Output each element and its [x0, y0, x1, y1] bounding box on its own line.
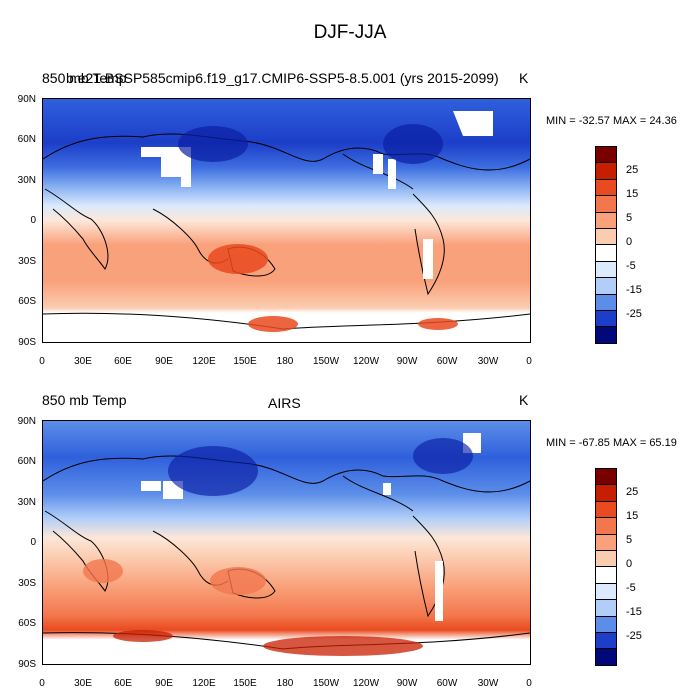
colorbar [595, 146, 617, 344]
colorbar-box [595, 550, 617, 568]
lat-tick: 60N [17, 456, 36, 467]
left-title: 850 mb Temp [42, 70, 127, 86]
lon-tick: 150E [233, 678, 257, 689]
lon-tick: 120E [192, 678, 216, 689]
temperature-field [43, 99, 530, 342]
lon-tick: 60W [436, 678, 458, 689]
lon-tick: 180 [276, 356, 294, 367]
temperature-field [43, 421, 530, 664]
colorbar-box [595, 468, 617, 486]
min-max-stats: MIN = -67.85 MAX = 65.19 [546, 437, 677, 449]
lat-tick: 30N [17, 175, 36, 186]
lat-tick: 0 [30, 215, 36, 226]
lat-tick: 90S [18, 659, 36, 670]
colorbar-box [595, 600, 617, 617]
colorbar-box [595, 245, 617, 262]
colorbar-label: 25 [626, 486, 639, 498]
colorbar-label: -5 [626, 582, 636, 594]
left-title: 850 mb Temp [42, 392, 127, 408]
colorbar-label: 0 [626, 236, 633, 248]
lat-tick: 0 [30, 537, 36, 548]
units-label: K [519, 392, 529, 408]
lon-tick: 90E [155, 356, 173, 367]
lon-tick: 30E [74, 356, 92, 367]
lon-tick: 90W [396, 678, 418, 689]
lon-tick: 90W [396, 356, 418, 367]
lat-tick: 90N [17, 416, 36, 427]
colorbar-label: 5 [626, 534, 633, 546]
lon-tick: 150W [312, 678, 340, 689]
center-title: b.e21.BSSP585cmip6.f19_g17.CMIP6-SSP5-8.… [66, 70, 499, 86]
colorbar-label: -15 [626, 284, 642, 296]
lat-tick: 90S [18, 337, 36, 348]
colorbar-box [595, 616, 617, 633]
colorbar [595, 468, 617, 666]
lon-tick: 30W [477, 678, 499, 689]
figure-title: DJF-JJA [313, 22, 387, 43]
colorbar-box [595, 534, 617, 551]
lon-tick: 120E [192, 356, 216, 367]
colorbar-box [595, 649, 617, 666]
colorbar-label: -25 [626, 308, 642, 320]
colorbar-box [595, 163, 617, 180]
colorbar-label: 15 [626, 510, 639, 522]
colorbar-box [595, 501, 617, 519]
colorbar-box [595, 485, 617, 502]
colorbar-box [595, 228, 617, 246]
lon-tick: 60E [114, 678, 132, 689]
colorbar-box [595, 632, 617, 650]
map-plot [42, 420, 531, 665]
lon-tick: 30E [74, 678, 92, 689]
colorbar-label: 0 [626, 558, 633, 570]
colorbar-label: 15 [626, 188, 639, 200]
lon-tick: 120W [352, 356, 380, 367]
colorbar-box [595, 567, 617, 584]
lat-tick: 60S [18, 296, 36, 307]
lon-tick: 0 [526, 356, 532, 367]
lon-tick: 30W [477, 356, 499, 367]
center-title: AIRS [268, 395, 301, 411]
colorbar-label: 5 [626, 212, 633, 224]
colorbar-box [595, 179, 617, 197]
colorbar-box [595, 261, 617, 279]
colorbar-box [595, 212, 617, 229]
colorbar-box [595, 294, 617, 311]
lat-tick: 60N [17, 134, 36, 145]
lon-tick: 60W [436, 356, 458, 367]
lon-tick: 90E [155, 678, 173, 689]
colorbar-box [595, 583, 617, 601]
lon-tick: 0 [39, 678, 45, 689]
lon-tick: 60E [114, 356, 132, 367]
lat-tick: 90N [17, 94, 36, 105]
colorbar-box [595, 196, 617, 213]
lon-tick: 0 [526, 678, 532, 689]
colorbar-box [595, 310, 617, 328]
colorbar-box [595, 278, 617, 295]
lon-tick: 150E [233, 356, 257, 367]
colorbar-box [595, 146, 617, 164]
colorbar-label: -15 [626, 606, 642, 618]
lat-tick: 60S [18, 618, 36, 629]
colorbar-label: -5 [626, 260, 636, 272]
units-label: K [519, 70, 529, 86]
lon-tick: 180 [276, 678, 294, 689]
lon-tick: 0 [39, 356, 45, 367]
lon-tick: 120W [352, 678, 380, 689]
colorbar-label: -25 [626, 630, 642, 642]
min-max-stats: MIN = -32.57 MAX = 24.36 [546, 115, 677, 127]
lat-tick: 30S [18, 578, 36, 589]
lat-tick: 30S [18, 256, 36, 267]
colorbar-label: 25 [626, 164, 639, 176]
lon-tick: 150W [312, 356, 340, 367]
lat-tick: 30N [17, 497, 36, 508]
colorbar-box [595, 518, 617, 535]
colorbar-box [595, 327, 617, 344]
map-plot [42, 98, 531, 343]
